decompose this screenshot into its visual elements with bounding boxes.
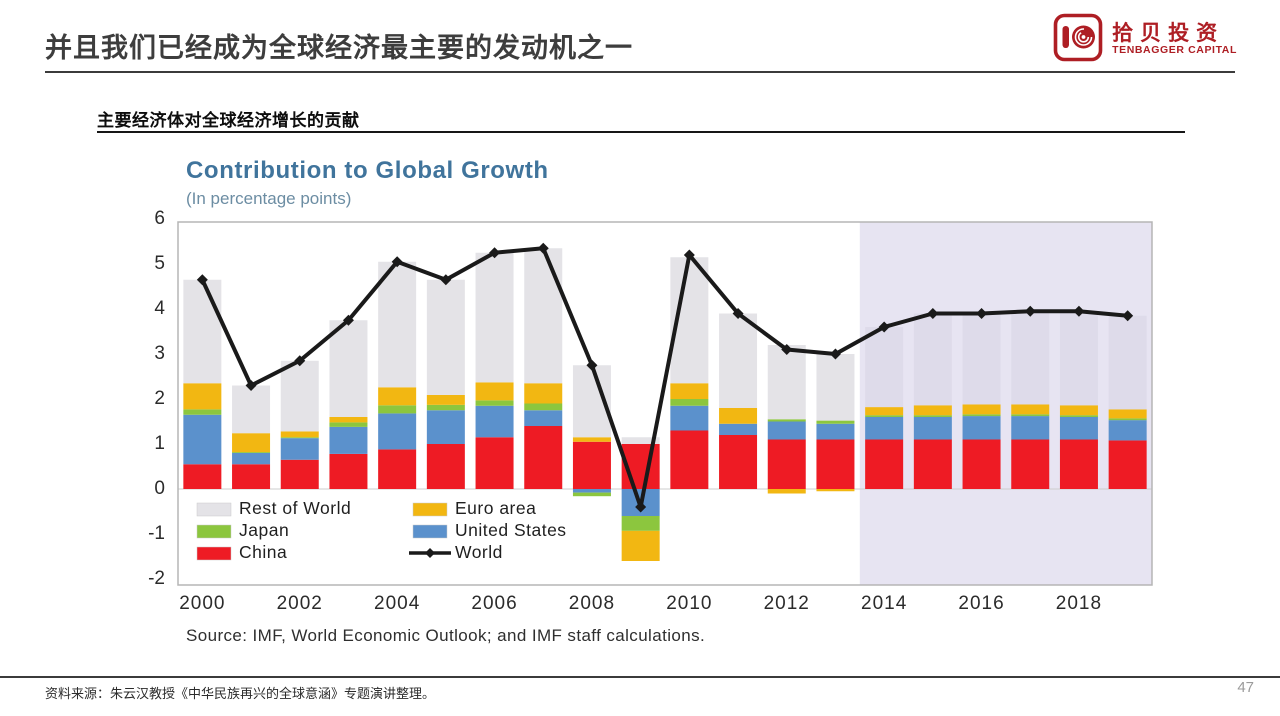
svg-text:2006: 2006 (471, 593, 517, 614)
svg-text:Japan: Japan (239, 520, 289, 540)
slide-title: 并且我们已经成为全球经济最主要的发动机之一 (45, 33, 633, 63)
footer-divider (0, 676, 1280, 678)
svg-text:2016: 2016 (958, 593, 1004, 614)
svg-text:1: 1 (154, 433, 165, 454)
contribution-to-global-growth-chart: 6 5 4 3 2 1 0 -1 -2 2000 2002 2004 2006 2008 2010 2012 2… (148, 208, 1153, 614)
chart-subtitle: (In percentage points) (186, 189, 352, 208)
svg-text:China: China (239, 542, 287, 562)
svg-text:Euro area: Euro area (455, 498, 536, 518)
logo-name-chinese: 拾贝投资 (1112, 22, 1225, 46)
chart-title: Contribution to Global Growth (186, 157, 549, 184)
svg-text:6: 6 (154, 208, 165, 229)
svg-text:3: 3 (154, 343, 165, 364)
chart-source-note: Source: IMF, World Economic Outlook; and… (186, 626, 706, 645)
svg-text:2008: 2008 (569, 593, 615, 614)
logo-text: 拾贝投资 TENBAGGER CAPITAL (1112, 22, 1237, 57)
svg-text:2014: 2014 (861, 593, 907, 614)
title-divider (45, 71, 1235, 73)
svg-text:2002: 2002 (277, 593, 323, 614)
svg-text:-2: -2 (148, 568, 165, 589)
svg-text:Rest of World: Rest of World (239, 498, 351, 518)
svg-text:World: World (455, 542, 503, 562)
footer-source-text: 资料来源：朱云汉教授《中华民族再兴的全球意涵》专题演讲整理。 (45, 686, 436, 701)
company-logo: 拾贝投资 TENBAGGER CAPITAL (1053, 12, 1237, 67)
svg-text:4: 4 (154, 298, 165, 319)
svg-text:2000: 2000 (179, 593, 225, 614)
svg-text:0: 0 (154, 478, 165, 499)
tenbagger-shell-logo-icon (1053, 12, 1103, 67)
page-number: 47 (1237, 679, 1254, 696)
svg-text:United States: United States (455, 520, 567, 540)
svg-text:2: 2 (154, 388, 165, 409)
chart-section-heading: 主要经济体对全球经济增长的贡献 (97, 111, 360, 130)
svg-text:2010: 2010 (666, 593, 712, 614)
section-divider (97, 131, 1185, 133)
logo-name-english: TENBAGGER CAPITAL (1112, 44, 1237, 57)
svg-text:-1: -1 (148, 523, 165, 544)
svg-text:2018: 2018 (1056, 593, 1102, 614)
svg-text:5: 5 (154, 253, 165, 274)
svg-text:2004: 2004 (374, 593, 420, 614)
svg-text:2012: 2012 (764, 593, 810, 614)
